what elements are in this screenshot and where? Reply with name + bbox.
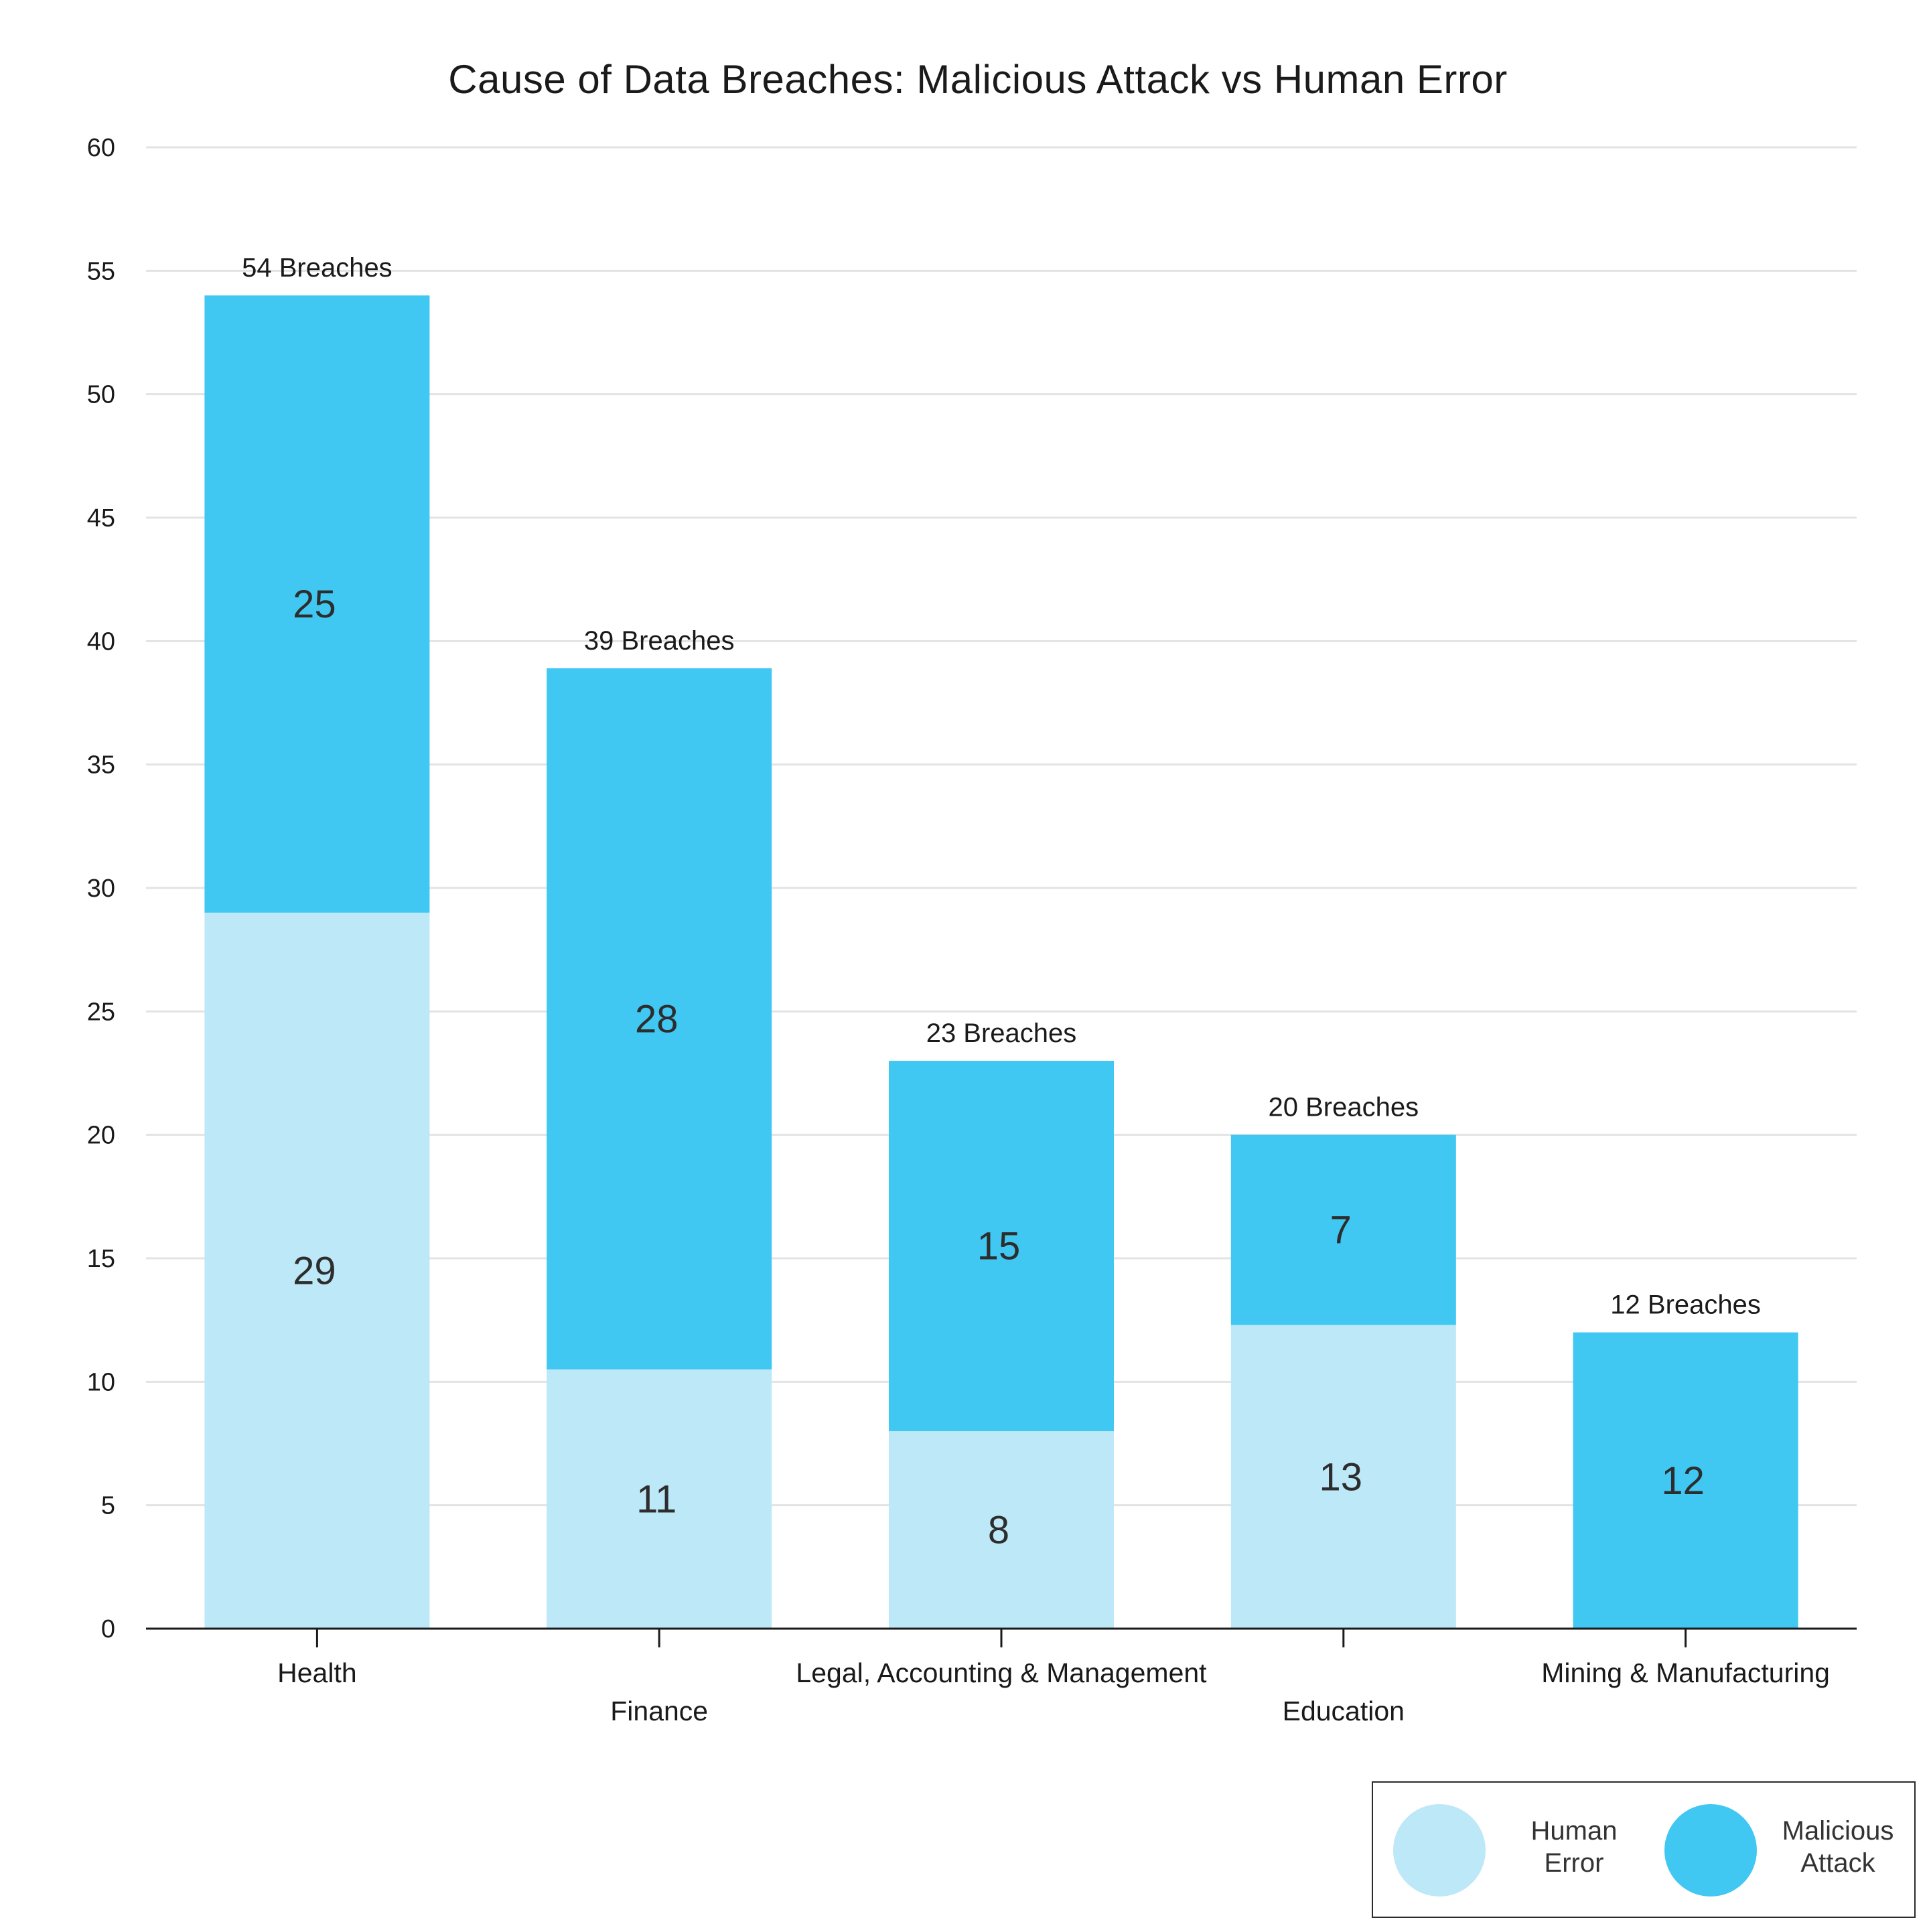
bar-malicious-attack-1 [547, 668, 772, 1369]
x-tick-label-1: Finance [610, 1696, 708, 1726]
x-tick-label-2: Legal, Accounting & Management [796, 1657, 1207, 1688]
y-tick-label-45: 45 [87, 504, 115, 532]
bars [204, 295, 1798, 1629]
axes: 0 5 10 15 20 25 30 35 40 45 50 55 60 Health Finance Leg… [87, 134, 1857, 1726]
segment-label-malicious-attack-4: 12 [1661, 1459, 1705, 1503]
total-label-3: 20 Breaches [1269, 1093, 1419, 1122]
legend-swatch-human-error [1393, 1804, 1486, 1897]
total-label-4: 12 Breaches [1610, 1290, 1761, 1320]
bar-malicious-attack-0 [204, 295, 430, 913]
legend: Human Error Malicious Attack [1372, 1781, 1916, 1918]
y-tick-label-60: 60 [87, 134, 115, 162]
segment-label-malicious-attack-0: 25 [293, 583, 336, 626]
y-tick-label-0: 0 [101, 1615, 115, 1643]
bar-human-error-1 [547, 1369, 772, 1629]
y-tick-label-30: 30 [87, 875, 115, 903]
y-tick-label-50: 50 [87, 381, 115, 409]
bar-malicious-attack-4 [1573, 1332, 1798, 1629]
chart-title: Cause of Data Breaches: Malicious Attack… [448, 57, 1508, 102]
y-tick-label-15: 15 [87, 1245, 115, 1273]
segment-label-human-error-3: 13 [1319, 1455, 1363, 1499]
legend-label-human-error: Human Error [1530, 1816, 1618, 1878]
legend-label-malicious-attack: Malicious Attack [1782, 1816, 1894, 1878]
labels: 29 25 54 Breaches 11 28 39 Breaches 8 15 23 Brea… [242, 253, 1761, 1552]
x-tick-label-3: Education [1283, 1696, 1405, 1726]
segment-label-human-error-1: 11 [636, 1477, 676, 1521]
total-label-1: 39 Breaches [584, 626, 735, 656]
y-tick-label-10: 10 [87, 1368, 115, 1396]
legend-swatch-malicious-attack [1664, 1804, 1757, 1897]
total-label-2: 23 Breaches [926, 1019, 1077, 1048]
total-label-0: 54 Breaches [242, 253, 392, 283]
segment-label-malicious-attack-1: 28 [635, 997, 678, 1041]
segment-label-human-error-0: 29 [293, 1249, 336, 1292]
bar-human-error-3 [1230, 1325, 1456, 1629]
y-tick-label-35: 35 [87, 751, 115, 779]
y-tick-label-25: 25 [87, 998, 115, 1026]
y-tick-label-20: 20 [87, 1122, 115, 1150]
segment-label-malicious-attack-2: 15 [977, 1225, 1021, 1268]
segment-label-malicious-attack-3: 7 [1330, 1209, 1352, 1252]
bar-malicious-attack-3 [1230, 1134, 1456, 1325]
bar-malicious-attack-2 [889, 1061, 1114, 1432]
y-tick-label-5: 5 [101, 1492, 115, 1520]
gridlines [146, 146, 1857, 1507]
x-tick-label-4: Mining & Manufacturing [1541, 1657, 1830, 1688]
bar-human-error-2 [889, 1431, 1114, 1629]
y-tick-label-55: 55 [87, 257, 115, 285]
x-tick-label-0: Health [277, 1657, 357, 1688]
y-tick-label-40: 40 [87, 627, 115, 656]
segment-label-human-error-2: 8 [988, 1509, 1009, 1552]
bar-human-error-0 [204, 912, 430, 1629]
